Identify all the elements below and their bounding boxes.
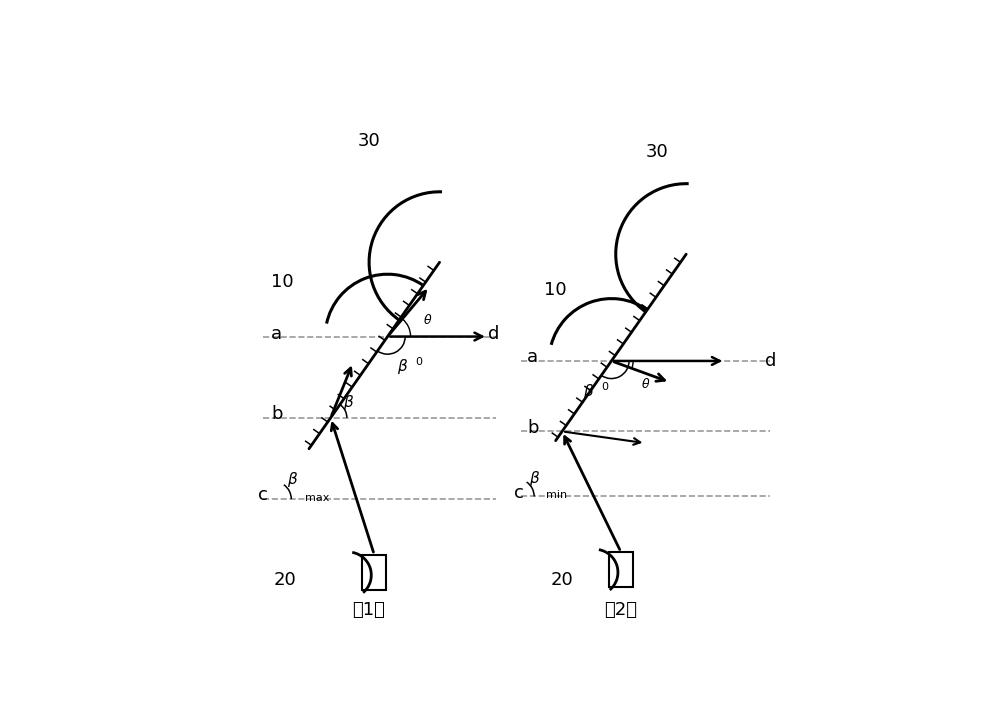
Text: 10: 10 (544, 282, 567, 299)
Text: b: b (527, 419, 539, 436)
Text: 20: 20 (274, 572, 297, 589)
Text: （1）: （1） (352, 601, 385, 620)
Text: $\beta$: $\beta$ (583, 382, 595, 401)
Text: a: a (527, 348, 538, 366)
Text: $\theta$: $\theta$ (423, 313, 432, 327)
Text: d: d (488, 325, 499, 343)
Bar (362, 555, 386, 590)
Text: $\beta$: $\beta$ (343, 394, 354, 413)
Text: d: d (765, 352, 776, 370)
Text: $\beta$: $\beta$ (397, 357, 409, 376)
Text: c: c (514, 484, 524, 502)
Text: 0: 0 (602, 382, 609, 391)
Text: min: min (546, 491, 567, 501)
Text: 10: 10 (271, 273, 294, 291)
Text: 30: 30 (358, 132, 381, 151)
Text: 30: 30 (645, 143, 668, 161)
Bar (609, 552, 633, 587)
Text: 20: 20 (550, 572, 573, 589)
Text: $\theta$: $\theta$ (641, 377, 651, 391)
Text: a: a (271, 325, 282, 343)
Text: $\beta$: $\beta$ (287, 470, 299, 489)
Text: max: max (305, 493, 329, 503)
Text: （2）: （2） (604, 601, 637, 620)
Text: 0: 0 (416, 357, 423, 367)
Text: $\beta$: $\beta$ (529, 469, 540, 488)
Text: c: c (258, 486, 268, 504)
Text: b: b (271, 405, 283, 423)
